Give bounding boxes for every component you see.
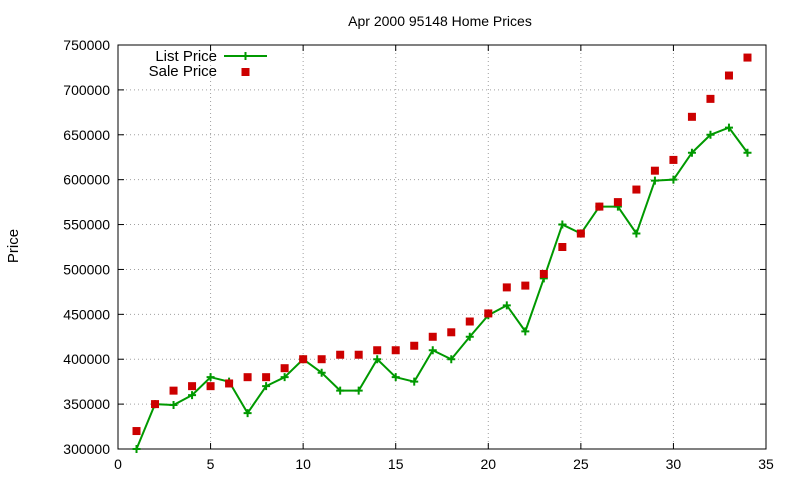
data-point-list-price [206,373,215,382]
chart-title: Apr 2000 95148 Home Prices [348,13,532,29]
y-tick-label: 300000 [63,441,110,457]
data-point-sale-price [447,328,456,337]
data-point-sale-price [354,350,363,359]
data-point-sale-price [280,364,289,373]
data-point-list-price [521,327,530,336]
y-tick-label: 400000 [63,351,110,367]
data-point-sale-price [373,346,382,355]
x-tick-label: 30 [666,456,682,472]
data-point-sale-price [151,400,160,409]
x-tick-label: 15 [388,456,404,472]
y-tick-label: 600000 [63,172,110,188]
grid [118,45,766,449]
data-point-list-price [188,391,197,400]
data-point-list-price [354,386,363,395]
data-point-list-price [262,382,271,391]
y-tick-label: 700000 [63,82,110,98]
data-point-sale-price [299,355,308,364]
data-point-list-price [687,148,696,157]
data-point-sale-price [484,309,493,318]
legend-marker-sale-price [241,68,250,76]
data-point-sale-price [262,373,271,382]
data-point-sale-price [169,386,178,395]
data-point-sale-price [132,427,141,436]
x-tick-label: 35 [758,456,774,472]
data-point-sale-price [336,350,345,359]
data-point-sale-price [206,382,215,391]
axis-ticks: 0 5 10 15 20 25 30 35 300000 350000 400000 450000 50… [63,37,774,472]
series-line-list-price [135,126,749,450]
data-point-sale-price [687,112,696,121]
data-point-list-price [465,332,474,341]
data-point-list-price [391,373,400,382]
legend-marker-list-price [241,52,250,60]
series-sale-price [132,53,752,436]
y-tick-label: 450000 [63,306,110,322]
data-point-list-price [169,401,178,410]
data-point-sale-price [225,379,234,388]
data-point-list-price [317,368,326,377]
data-point-sale-price [410,341,419,350]
data-point-list-price [558,220,567,229]
data-point-list-price [280,373,289,382]
data-point-list-price [632,229,641,238]
data-point-sale-price [317,355,326,364]
data-point-list-price [706,130,715,139]
data-point-list-price [502,301,511,310]
data-point-sale-price [521,281,530,290]
data-point-list-price [132,445,141,453]
data-point-sale-price [428,332,437,341]
x-tick-label: 20 [480,456,496,472]
data-point-sale-price [724,71,733,80]
x-tick-label: 25 [573,456,589,472]
data-point-list-price [669,175,678,184]
y-axis-label: Price [5,229,22,263]
x-tick-label: 10 [295,456,311,472]
x-tick-label: 0 [114,456,122,472]
data-point-sale-price [632,185,641,194]
data-point-list-price [336,386,345,395]
plot-frame [117,44,767,450]
data-point-list-price [373,355,382,364]
data-point-list-price [447,355,456,364]
legend-label-list-price: List Price [155,48,217,65]
data-point-sale-price [706,94,715,103]
data-point-list-price [724,123,733,132]
data-point-sale-price [243,373,252,382]
data-point-sale-price [669,155,678,164]
y-tick-label: 500000 [63,261,110,277]
y-tick-label: 750000 [63,37,110,53]
data-point-list-price [650,176,659,185]
series-layer [132,53,752,453]
x-tick-label: 5 [207,456,215,472]
data-point-sale-price [558,243,567,251]
data-point-list-price [428,346,437,355]
data-point-sale-price [743,53,752,62]
data-point-sale-price [650,166,659,175]
y-tick-label: 350000 [63,396,110,412]
data-point-sale-price [465,317,474,326]
data-point-list-price [743,148,752,157]
data-point-sale-price [595,202,604,211]
data-point-sale-price [502,283,511,292]
legend-label-sale-price: Sale Price [149,63,217,80]
y-tick-label: 650000 [63,127,110,143]
data-point-list-price [243,409,252,418]
data-point-sale-price [613,198,622,207]
data-point-sale-price [539,269,548,278]
data-point-sale-price [188,382,197,391]
data-point-sale-price [576,229,585,238]
data-point-sale-price [391,346,400,355]
y-tick-label: 550000 [63,217,110,233]
legend: List Price Sale Price [149,48,267,80]
data-point-list-price [410,377,419,386]
